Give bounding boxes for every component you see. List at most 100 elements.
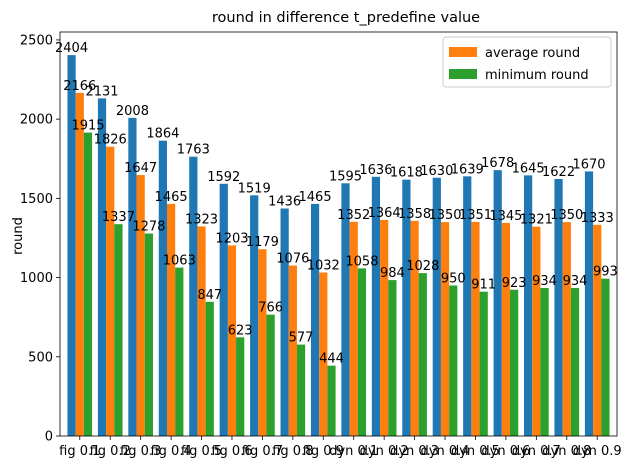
bar	[250, 195, 259, 436]
bar	[327, 365, 336, 436]
bar	[524, 175, 533, 436]
data-label: 1436	[268, 194, 301, 209]
bar	[227, 245, 237, 436]
y-tick-label: 500	[28, 350, 53, 365]
bar	[158, 140, 167, 436]
legend-label: minimum round	[485, 68, 589, 83]
bar	[296, 344, 306, 436]
data-label: 1595	[329, 169, 362, 184]
data-label: 1618	[390, 166, 423, 181]
data-label: 1203	[215, 231, 248, 246]
data-label: 1076	[276, 252, 309, 267]
data-label: 1465	[155, 190, 188, 205]
bar	[501, 222, 511, 436]
bar	[570, 288, 580, 436]
legend-swatch	[449, 69, 477, 79]
bar	[128, 117, 137, 437]
x-tick-label: fig 0.2	[90, 444, 131, 459]
y-tick-label: 2000	[20, 113, 53, 128]
x-tick-label: dyn 0.5	[451, 444, 500, 459]
bar	[205, 301, 214, 436]
x-tick-label: fig 0.9	[303, 444, 344, 459]
bar	[380, 219, 389, 436]
data-label: 2166	[63, 79, 96, 94]
bar	[136, 175, 145, 436]
data-label: 1639	[451, 162, 484, 177]
bar	[280, 208, 289, 436]
x-tick-label: fig 0.3	[120, 444, 161, 459]
bar	[266, 314, 275, 436]
legend: average round minimum round	[442, 36, 612, 88]
data-label: 623	[228, 323, 253, 338]
data-label: 1333	[581, 211, 614, 226]
bar	[540, 288, 549, 436]
x-tick-label: fig 0.4	[150, 444, 191, 459]
data-label: 1678	[481, 156, 514, 171]
data-label: 1358	[398, 207, 431, 222]
data-label: 1278	[132, 220, 165, 235]
data-label: 1622	[542, 165, 575, 180]
y-tick-label: 1500	[20, 192, 53, 207]
x-tick-label: fig 0.1	[59, 444, 100, 459]
bar	[432, 177, 441, 436]
bar	[601, 278, 610, 436]
data-label: 934	[563, 274, 588, 289]
y-axis-label: round	[11, 217, 26, 255]
x-tick-label: dyn 0.2	[360, 444, 409, 459]
bar	[166, 203, 176, 436]
bar	[388, 280, 397, 436]
y-tick-label: 2500	[20, 33, 53, 48]
bar	[189, 156, 198, 436]
bar	[258, 249, 267, 436]
bar	[479, 291, 488, 436]
bar	[236, 337, 245, 436]
x-tick-label: dyn 0.9	[573, 444, 622, 459]
bar	[197, 226, 206, 436]
bar	[584, 171, 594, 437]
x-tick-label: fig 0.6	[211, 444, 252, 459]
data-label: 934	[532, 274, 557, 289]
bar	[175, 267, 184, 436]
plot-area: 2404213120081864176315921519143614651595…	[20, 31, 622, 459]
data-label: 1636	[359, 163, 392, 178]
data-label: 766	[258, 301, 283, 316]
x-tick-label: dyn 0.3	[390, 444, 439, 459]
bar	[75, 92, 84, 436]
bar	[83, 132, 93, 436]
bar	[288, 265, 297, 436]
data-label: 2404	[55, 41, 88, 56]
data-label: 1179	[246, 235, 279, 250]
data-label: 911	[471, 278, 496, 293]
x-tick-label: fig 0.5	[181, 444, 222, 459]
chart-title: round in difference t_predefine value	[212, 10, 480, 26]
x-tick-label: dyn 0.7	[512, 444, 561, 459]
bar	[357, 268, 367, 436]
bar	[371, 176, 381, 436]
bar	[97, 98, 107, 436]
data-label: 1032	[307, 259, 340, 274]
data-label: 1647	[124, 161, 157, 176]
data-label: 1028	[406, 259, 439, 274]
bar	[554, 179, 563, 436]
data-label: 1351	[459, 208, 492, 223]
data-label: 1350	[550, 208, 583, 223]
data-label: 847	[197, 288, 222, 303]
data-label: 1519	[238, 181, 271, 196]
bar	[67, 55, 76, 436]
data-label: 2008	[116, 104, 149, 119]
data-label: 1630	[420, 164, 453, 179]
data-label: 2131	[85, 84, 118, 99]
x-tick-label: dyn 0.1	[329, 444, 378, 459]
data-label: 1592	[207, 170, 240, 185]
bar	[510, 289, 519, 436]
bar	[114, 224, 123, 436]
legend-label: average round	[485, 46, 580, 61]
data-label: 1345	[489, 209, 522, 224]
bar	[219, 183, 228, 436]
legend-box	[442, 36, 612, 88]
x-tick-label: dyn 0.8	[542, 444, 591, 459]
bar	[349, 221, 358, 436]
data-label: 1058	[345, 254, 378, 269]
